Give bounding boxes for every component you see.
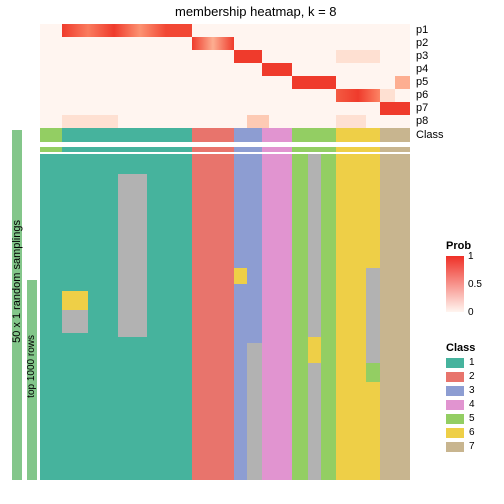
class-swatch-label: 2 — [469, 371, 475, 382]
class-swatch — [446, 400, 464, 410]
class-swatch — [446, 358, 464, 368]
prob-tick: 0 — [468, 307, 474, 318]
p-row-label: p8 — [416, 115, 428, 127]
class-swatch-label: 3 — [469, 385, 475, 396]
class-swatch — [446, 428, 464, 438]
class-swatch — [446, 386, 464, 396]
p-row-label: p7 — [416, 102, 428, 114]
class-swatch-label: 6 — [469, 427, 475, 438]
p-row-label: p3 — [416, 50, 428, 62]
sidebar-outer-label: 50 x 1 random samplings — [11, 220, 23, 343]
class-swatch-label: 4 — [469, 399, 475, 410]
class-row-label: Class — [416, 129, 444, 141]
p-row-label: p2 — [416, 37, 428, 49]
p-row-label: p4 — [416, 63, 428, 75]
chart-title: membership heatmap, k = 8 — [175, 4, 337, 19]
class-swatch-label: 5 — [469, 413, 475, 424]
class-swatch — [446, 372, 464, 382]
class-swatch-label: 1 — [469, 357, 475, 368]
prob-legend-gradient — [446, 256, 464, 312]
class-swatch — [446, 442, 464, 452]
class-swatch — [446, 414, 464, 424]
sidebar-inner-label: top 1000 rows — [26, 335, 37, 398]
p-row-label: p5 — [416, 76, 428, 88]
class-swatch-label: 7 — [469, 441, 475, 452]
prob-tick: 1 — [468, 251, 474, 262]
prob-tick: 0.5 — [468, 279, 482, 290]
p-row-label: p1 — [416, 24, 428, 36]
p-row-label: p6 — [416, 89, 428, 101]
class-legend-title: Class — [446, 342, 475, 354]
